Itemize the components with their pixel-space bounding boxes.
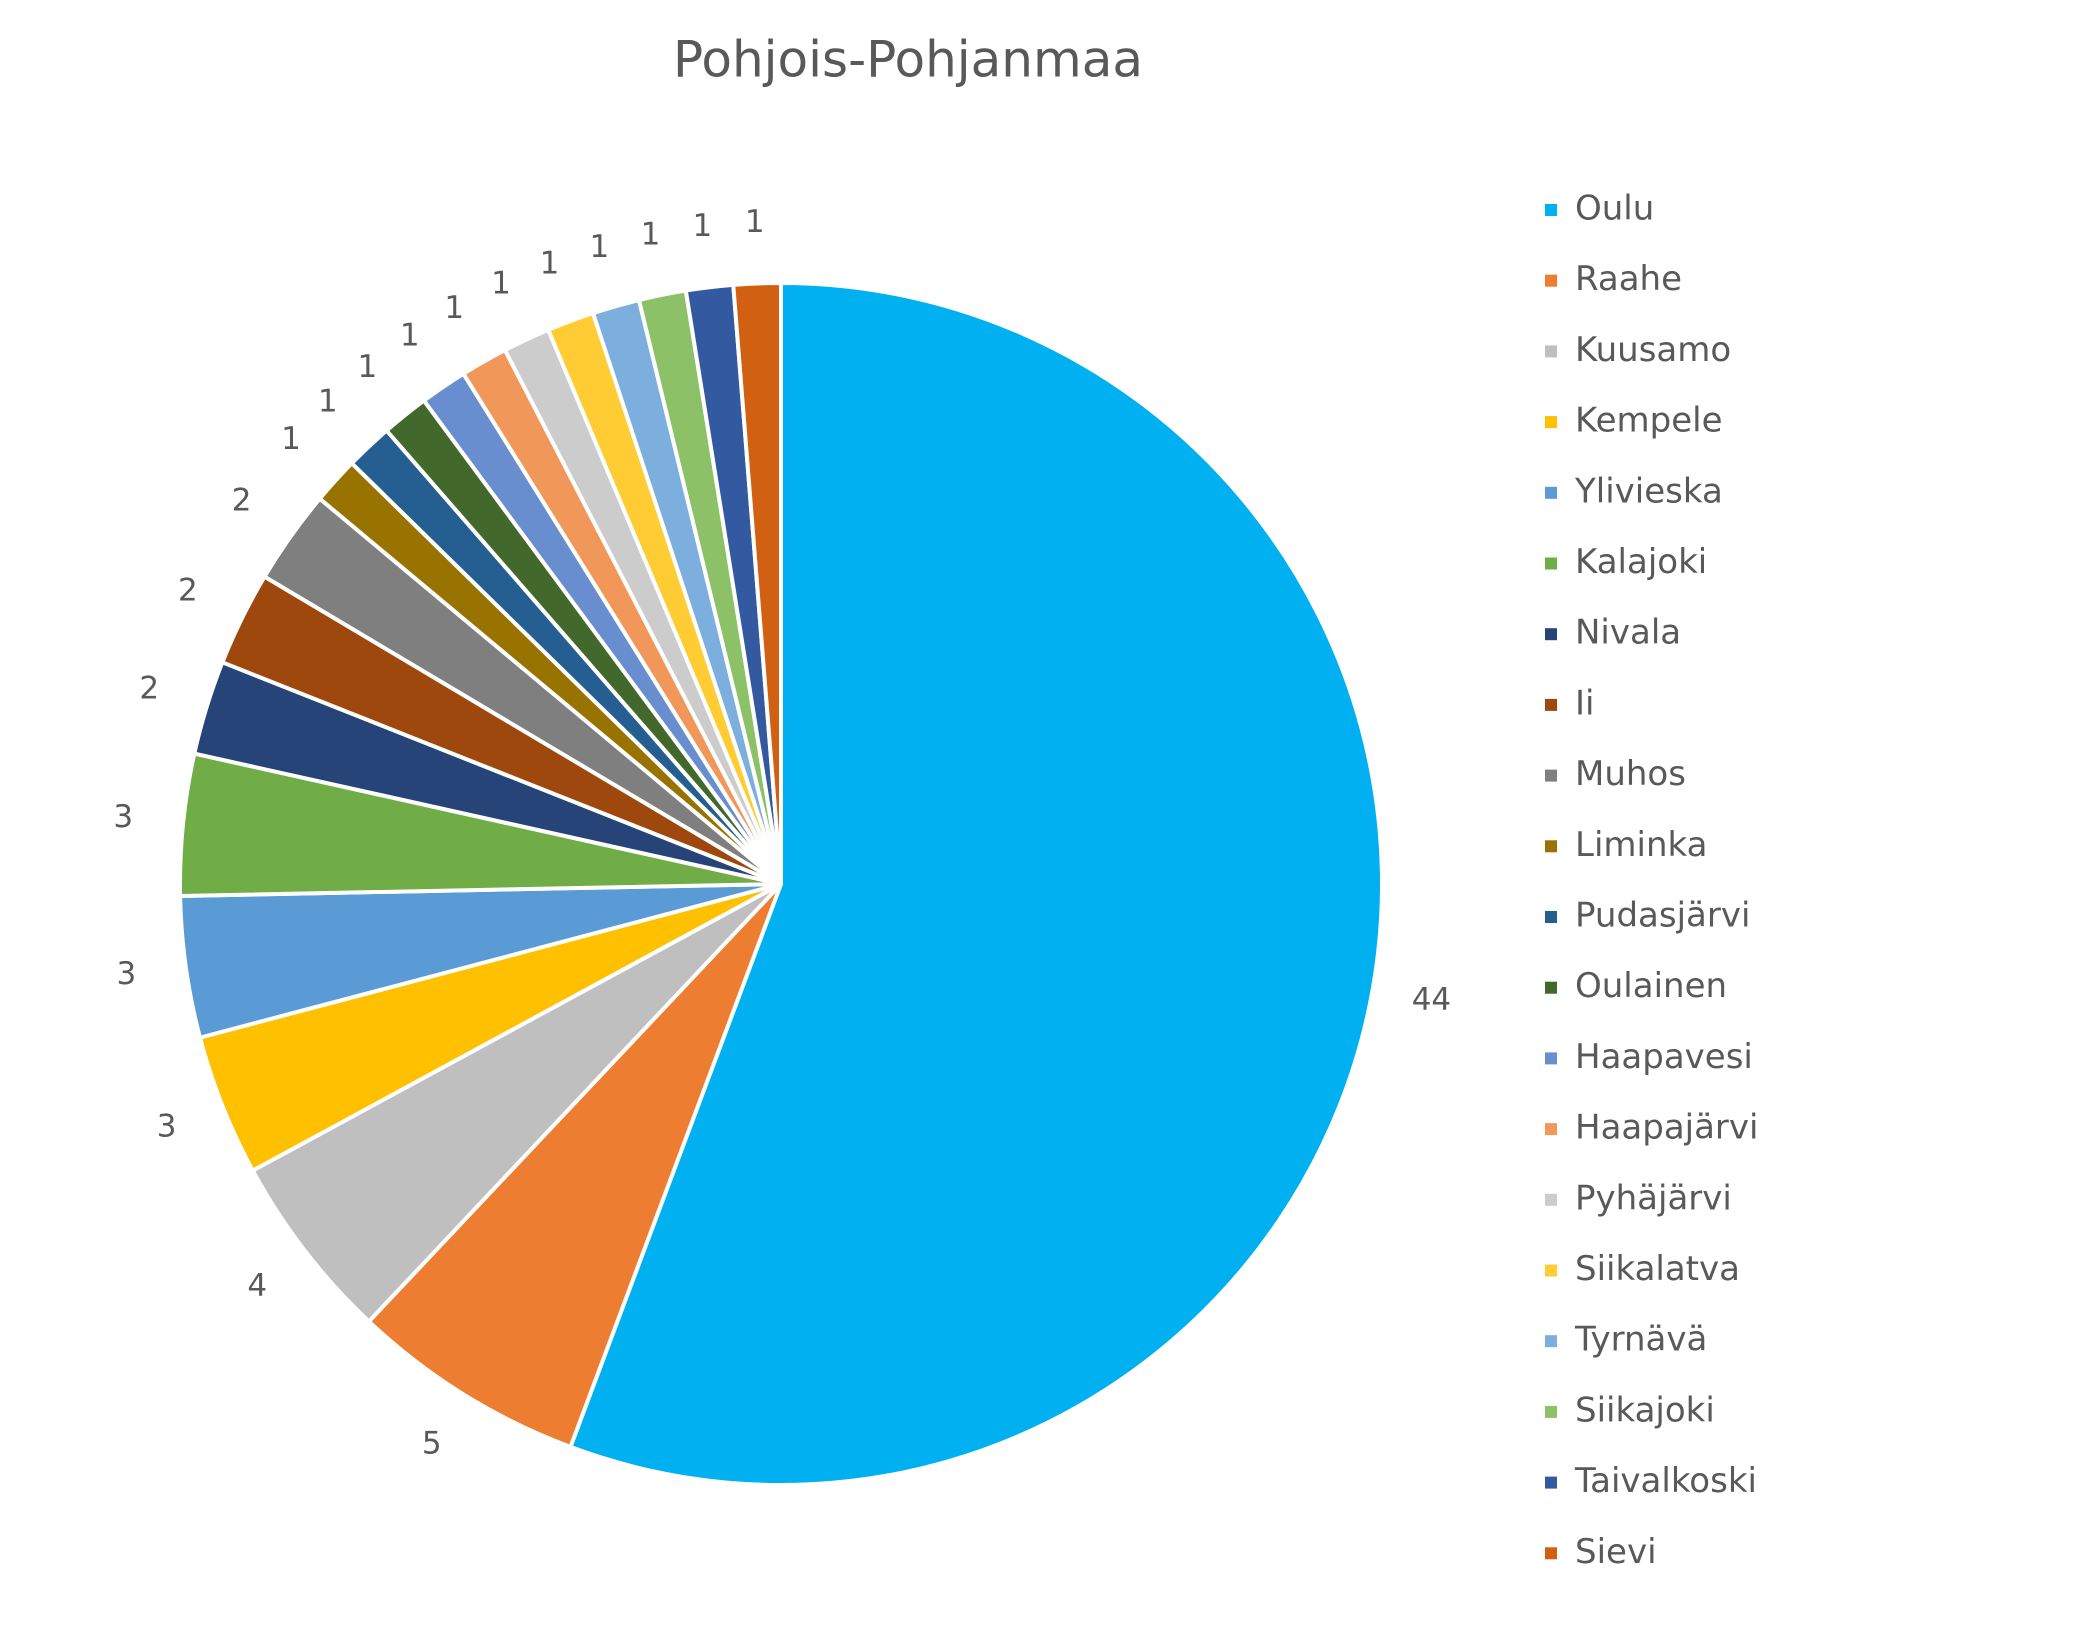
legend-label: Siikajoki bbox=[1575, 1390, 1715, 1430]
pie-slice bbox=[567, 280, 1384, 1487]
legend-marker bbox=[1545, 557, 1557, 570]
legend-marker bbox=[1545, 416, 1557, 429]
data-label: 3 bbox=[157, 1108, 177, 1144]
legend-marker bbox=[1545, 1335, 1557, 1348]
data-label: 1 bbox=[281, 421, 301, 457]
legend-label: Pudasjärvi bbox=[1575, 896, 1750, 936]
chart-title: Pohjois-Pohjanmaa bbox=[673, 31, 1143, 89]
data-label: 1 bbox=[358, 349, 378, 385]
pie-slice bbox=[366, 882, 783, 1450]
legend-label: Ylivieska bbox=[1574, 471, 1723, 511]
legend-marker bbox=[1545, 204, 1557, 216]
legend-marker bbox=[1545, 1052, 1557, 1065]
legend-label: Ii bbox=[1575, 683, 1594, 723]
data-label: 1 bbox=[589, 229, 609, 265]
legend-marker bbox=[1545, 1476, 1557, 1489]
data-label: 1 bbox=[491, 266, 511, 302]
legend-label: Kempele bbox=[1575, 401, 1723, 441]
data-label: 1 bbox=[641, 217, 661, 253]
legend-marker bbox=[1545, 769, 1557, 782]
legend-marker bbox=[1545, 1193, 1557, 1206]
legend-marker bbox=[1545, 1405, 1557, 1418]
data-label: 2 bbox=[178, 573, 198, 609]
legend-label: Haapavesi bbox=[1575, 1037, 1753, 1077]
legend-marker bbox=[1545, 628, 1557, 641]
legend-label: Nivala bbox=[1575, 613, 1681, 653]
pie-slice bbox=[250, 882, 783, 1325]
data-label: 1 bbox=[318, 383, 338, 419]
legend-label: Kuusamo bbox=[1575, 330, 1731, 370]
legend-label: Siikalatva bbox=[1575, 1249, 1740, 1289]
legend-marker bbox=[1545, 981, 1557, 994]
legend-label: Raahe bbox=[1575, 259, 1682, 299]
data-label: 3 bbox=[113, 799, 133, 835]
legend-marker bbox=[1545, 911, 1557, 923]
data-label: 1 bbox=[400, 318, 420, 354]
data-label: 4 bbox=[247, 1268, 267, 1304]
legend-marker bbox=[1545, 698, 1557, 711]
legend-label: Oulu bbox=[1575, 189, 1654, 229]
legend-label: Pyhäjärvi bbox=[1575, 1178, 1732, 1218]
legend-label: Liminka bbox=[1575, 825, 1707, 865]
pie-slice bbox=[731, 280, 783, 885]
data-label: 1 bbox=[692, 208, 712, 244]
legend-label: Sievi bbox=[1575, 1532, 1657, 1572]
data-label: 44 bbox=[1412, 982, 1451, 1018]
legend-marker bbox=[1545, 274, 1557, 287]
data-label: 2 bbox=[139, 670, 159, 706]
legend-label: Muhos bbox=[1575, 754, 1686, 794]
legend-marker bbox=[1545, 1547, 1557, 1560]
legend-label: Oulainen bbox=[1575, 966, 1727, 1006]
data-label: 1 bbox=[540, 245, 560, 281]
data-label: 1 bbox=[444, 290, 464, 326]
legend-label: Taivalkoski bbox=[1574, 1461, 1757, 1501]
data-label: 3 bbox=[117, 956, 137, 992]
legend-label: Kalajoki bbox=[1575, 542, 1707, 582]
legend-label: Haapajärvi bbox=[1575, 1108, 1758, 1148]
legend-marker bbox=[1545, 1123, 1557, 1136]
data-label: 2 bbox=[232, 482, 252, 518]
legend-marker bbox=[1545, 1264, 1557, 1277]
legend-marker bbox=[1545, 840, 1557, 853]
data-label: 5 bbox=[422, 1426, 442, 1462]
data-label: 1 bbox=[745, 204, 765, 240]
legend-label: Tyrnävä bbox=[1574, 1320, 1707, 1360]
legend-marker bbox=[1545, 486, 1557, 499]
legend-marker bbox=[1545, 345, 1557, 358]
